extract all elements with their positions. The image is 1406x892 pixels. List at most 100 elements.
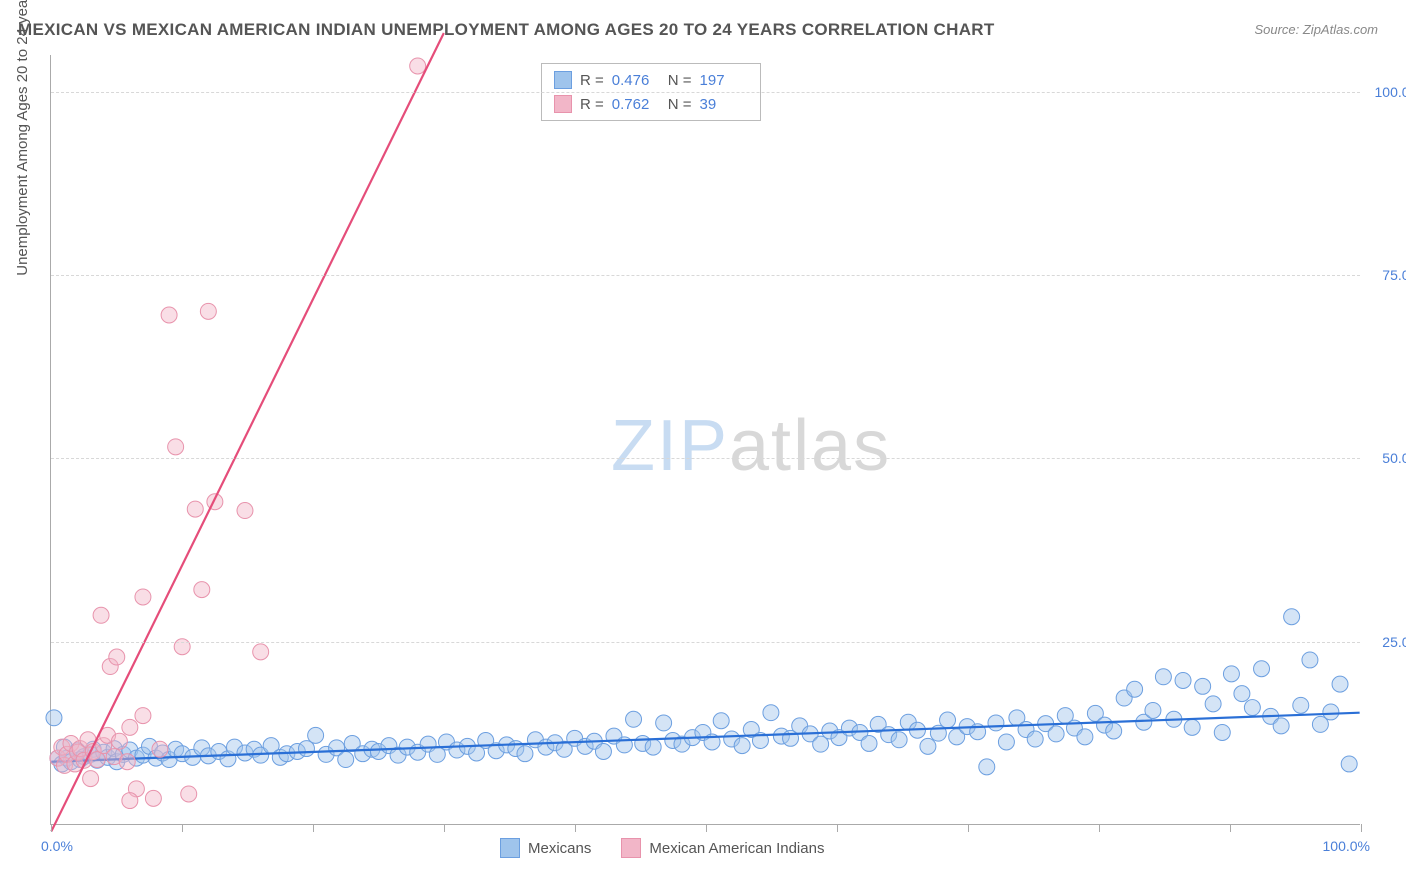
y-tick-label: 25.0% [1382,634,1406,650]
data-point [763,705,779,721]
data-point [1244,700,1260,716]
data-point [656,715,672,731]
data-point [237,503,253,519]
data-point [1214,724,1230,740]
legend-row-1: R = 0.476 N = 197 [554,68,748,92]
gridline [51,275,1360,276]
legend-swatch-pink [554,95,572,113]
data-point [109,649,125,665]
data-point [734,738,750,754]
gridline [51,458,1360,459]
scatter-svg [51,55,1360,824]
x-tick [837,824,838,832]
data-point [940,712,956,728]
x-tick [313,824,314,832]
chart-plot-area: ZIPatlas R = 0.476 N = 197 R = 0.762 N =… [50,55,1360,825]
data-point [122,793,138,809]
data-point [1155,669,1171,685]
data-point [93,607,109,623]
r-value-1: 0.476 [612,72,660,89]
data-point [253,644,269,660]
data-point [1106,723,1122,739]
data-point [1234,686,1250,702]
data-point [200,303,216,319]
data-point [645,739,661,755]
r-value-2: 0.762 [612,96,660,113]
data-point [626,711,642,727]
x-axis-max-label: 100.0% [1323,838,1370,854]
series-legend: Mexicans Mexican American Indians [500,838,824,858]
x-tick [968,824,969,832]
data-point [1273,718,1289,734]
x-tick [51,824,52,832]
data-point [308,727,324,743]
data-point [988,715,1004,731]
data-point [119,754,135,770]
legend-swatch-mai [621,838,641,858]
n-label-2: N = [668,96,692,113]
x-tick [182,824,183,832]
data-point [1254,661,1270,677]
chart-title: MEXICAN VS MEXICAN AMERICAN INDIAN UNEMP… [18,20,995,40]
data-point [194,582,210,598]
y-tick-label: 75.0% [1382,267,1406,283]
data-point [891,732,907,748]
data-point [1341,756,1357,772]
data-point [1184,719,1200,735]
r-label: R = [580,72,604,89]
legend-swatch-mexicans [500,838,520,858]
data-point [920,738,936,754]
y-axis-title: Unemployment Among Ages 20 to 24 years [14,0,31,276]
legend-item-mai: Mexican American Indians [621,838,824,858]
data-point [181,786,197,802]
x-tick [706,824,707,832]
data-point [145,790,161,806]
data-point [1027,731,1043,747]
data-point [1195,678,1211,694]
x-tick [444,824,445,832]
x-tick [1099,824,1100,832]
data-point [135,708,151,724]
data-point [517,746,533,762]
data-point [410,58,426,74]
legend-label-mai: Mexican American Indians [649,840,824,857]
data-point [1145,702,1161,718]
data-point [152,741,168,757]
legend-row-2: R = 0.762 N = 39 [554,92,748,116]
data-point [1223,666,1239,682]
data-point [1284,609,1300,625]
data-point [861,735,877,751]
data-point [998,734,1014,750]
x-axis-min-label: 0.0% [41,838,73,854]
data-point [1323,704,1339,720]
n-label: N = [668,72,692,89]
trend-line [51,33,443,831]
r-label-2: R = [580,96,604,113]
data-point [1205,696,1221,712]
data-point [83,771,99,787]
source-attribution: Source: ZipAtlas.com [1254,22,1378,37]
data-point [168,439,184,455]
legend-swatch-blue [554,71,572,89]
data-point [338,752,354,768]
data-point [1077,729,1093,745]
y-tick-label: 50.0% [1382,450,1406,466]
legend-label-mexicans: Mexicans [528,840,591,857]
data-point [595,744,611,760]
data-point [135,589,151,605]
trend-line [51,713,1359,762]
data-point [1048,726,1064,742]
data-point [713,713,729,729]
data-point [122,719,138,735]
x-tick [1361,824,1362,832]
data-point [1302,652,1318,668]
legend-item-mexicans: Mexicans [500,838,591,858]
n-value-2: 39 [700,96,748,113]
data-point [1127,681,1143,697]
data-point [161,307,177,323]
data-point [111,733,127,749]
x-tick [1230,824,1231,832]
data-point [46,710,62,726]
data-point [1293,697,1309,713]
x-tick [575,824,576,832]
